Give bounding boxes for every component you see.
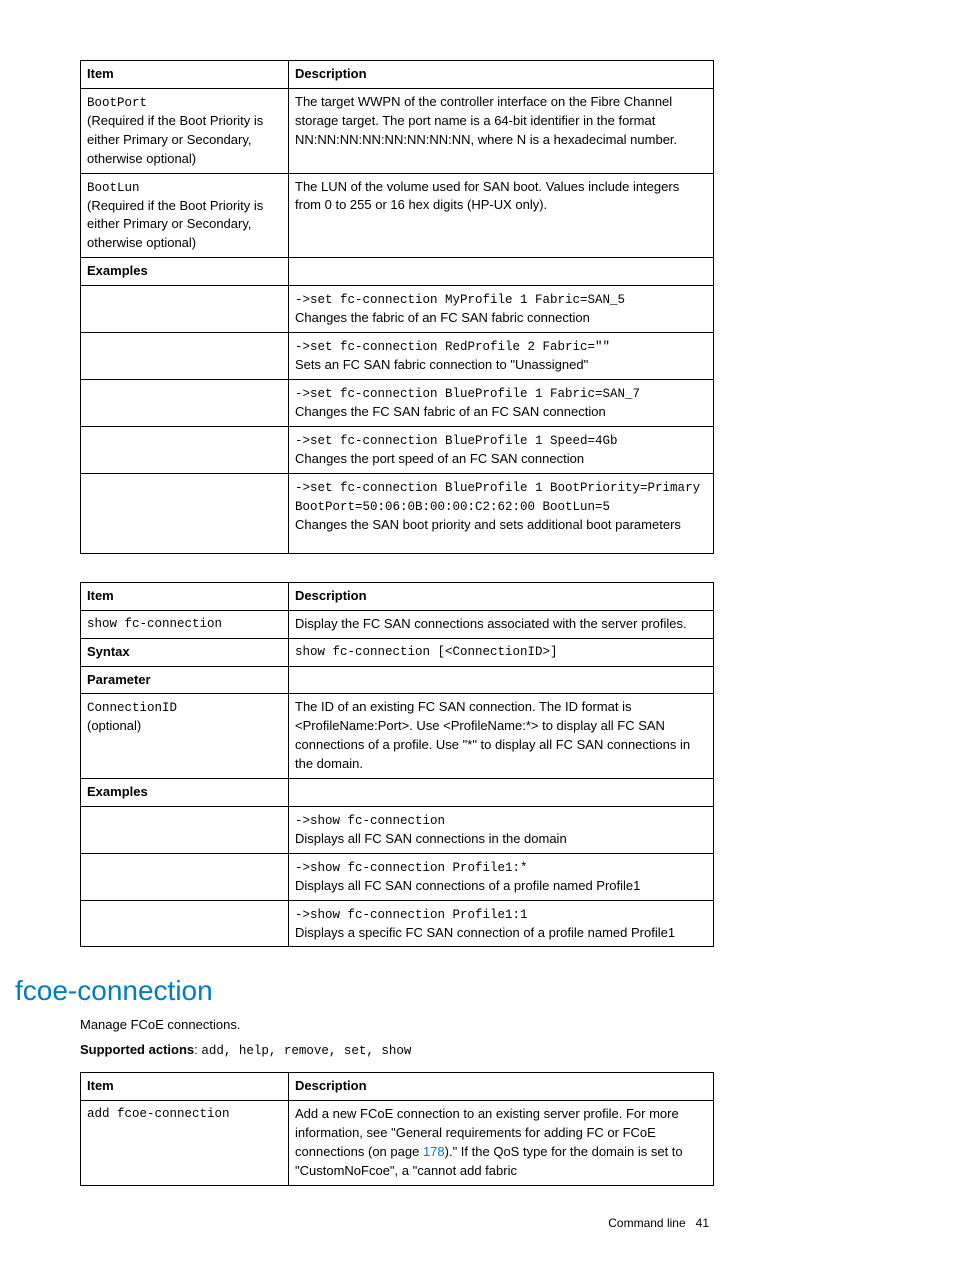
parameter-header-row: Parameter <box>81 666 714 694</box>
item-mono: BootPort <box>87 96 147 110</box>
example-cell: ->show fc-connection Displays all FC SAN… <box>289 806 714 853</box>
example-cmd: ->show fc-connection Profile1:* <box>295 861 528 875</box>
syntax-value: show fc-connection [<ConnectionID>] <box>289 638 714 666</box>
item-mono: BootLun <box>87 181 140 195</box>
empty-cell <box>81 853 289 900</box>
syntax-label: Syntax <box>81 638 289 666</box>
syntax-row: Syntax show fc-connection [<ConnectionID… <box>81 638 714 666</box>
example-cell: ->set fc-connection MyProfile 1 Fabric=S… <box>289 286 714 333</box>
example-cmd: ->set fc-connection RedProfile 2 Fabric=… <box>295 340 610 354</box>
table-set-fc-connection: Item Description BootPort (Required if t… <box>80 60 714 554</box>
example-text: Displays a specific FC SAN connection of… <box>295 925 675 940</box>
example-cell: ->set fc-connection RedProfile 2 Fabric=… <box>289 332 714 379</box>
empty-cell <box>81 900 289 947</box>
table3-header-desc: Description <box>289 1073 714 1101</box>
examples-label: Examples <box>81 258 289 286</box>
example-text: Sets an FC SAN fabric connection to "Una… <box>295 357 588 372</box>
table-row: ConnectionID (optional) The ID of an exi… <box>81 694 714 778</box>
table-row: show fc-connection Display the FC SAN co… <box>81 610 714 638</box>
example-cmd: ->set fc-connection BlueProfile 1 Speed=… <box>295 434 618 448</box>
example-cmd: ->set fc-connection BlueProfile 1 BootPr… <box>295 481 700 514</box>
item-cell: BootPort (Required if the Boot Priority … <box>81 88 289 173</box>
example-cmd: ->show fc-connection Profile1:1 <box>295 908 528 922</box>
empty-cell <box>81 806 289 853</box>
desc-cell: The ID of an existing FC SAN connection.… <box>289 694 714 778</box>
example-row: ->set fc-connection BlueProfile 1 BootPr… <box>81 473 714 553</box>
example-text: Changes the SAN boot priority and sets a… <box>295 517 681 532</box>
desc-cell: Add a new FCoE connection to an existing… <box>289 1101 714 1185</box>
example-text: Displays all FC SAN connections of a pro… <box>295 878 640 893</box>
examples-label: Examples <box>81 778 289 806</box>
section-title: fcoe-connection <box>15 975 714 1007</box>
example-text: Displays all FC SAN connections in the d… <box>295 831 567 846</box>
table1-header-desc: Description <box>289 61 714 89</box>
desc-cell: Display the FC SAN connections associate… <box>289 610 714 638</box>
item-mono: show fc-connection <box>81 610 289 638</box>
actions-label: Supported actions <box>80 1042 194 1057</box>
empty-cell <box>289 258 714 286</box>
section-desc: Manage FCoE connections. <box>80 1017 714 1032</box>
empty-cell <box>289 666 714 694</box>
examples-header-row: Examples <box>81 258 714 286</box>
item-plain: (optional) <box>87 718 141 733</box>
footer-page: 41 <box>696 1216 709 1230</box>
example-row: ->show fc-connection Profile1:* Displays… <box>81 853 714 900</box>
example-cell: ->show fc-connection Profile1:* Displays… <box>289 853 714 900</box>
table-row: BootLun (Required if the Boot Priority i… <box>81 173 714 258</box>
example-cmd: ->set fc-connection BlueProfile 1 Fabric… <box>295 387 640 401</box>
parameter-label: Parameter <box>81 666 289 694</box>
item-plain: (Required if the Boot Priority is either… <box>87 198 263 251</box>
page-link[interactable]: 178 <box>423 1144 445 1159</box>
table-row: BootPort (Required if the Boot Priority … <box>81 88 714 173</box>
actions-value: add, help, remove, set, show <box>201 1044 411 1058</box>
empty-cell <box>81 332 289 379</box>
supported-actions: Supported actions: add, help, remove, se… <box>80 1042 714 1058</box>
footer-label: Command line <box>608 1216 685 1230</box>
empty-cell <box>81 426 289 473</box>
example-text: Changes the FC SAN fabric of an FC SAN c… <box>295 404 606 419</box>
example-text: Changes the port speed of an FC SAN conn… <box>295 451 584 466</box>
empty-cell <box>289 778 714 806</box>
item-mono: add fcoe-connection <box>81 1101 289 1185</box>
example-row: ->set fc-connection RedProfile 2 Fabric=… <box>81 332 714 379</box>
example-row: ->show fc-connection Profile1:1 Displays… <box>81 900 714 947</box>
desc-cell: The target WWPN of the controller interf… <box>289 88 714 173</box>
example-cell: ->set fc-connection BlueProfile 1 Fabric… <box>289 379 714 426</box>
empty-cell <box>81 379 289 426</box>
table2-header-desc: Description <box>289 582 714 610</box>
example-cmd: ->set fc-connection MyProfile 1 Fabric=S… <box>295 293 625 307</box>
example-row: ->set fc-connection BlueProfile 1 Fabric… <box>81 379 714 426</box>
example-row: ->show fc-connection Displays all FC SAN… <box>81 806 714 853</box>
empty-cell <box>81 286 289 333</box>
item-cell: ConnectionID (optional) <box>81 694 289 778</box>
example-row: ->set fc-connection MyProfile 1 Fabric=S… <box>81 286 714 333</box>
item-mono: ConnectionID <box>87 701 177 715</box>
table2-header-item: Item <box>81 582 289 610</box>
table-show-fc-connection: Item Description show fc-connection Disp… <box>80 582 714 948</box>
page-footer: Command line 41 <box>80 1216 714 1230</box>
table3-header-item: Item <box>81 1073 289 1101</box>
example-cell: ->set fc-connection BlueProfile 1 Speed=… <box>289 426 714 473</box>
empty-cell <box>81 473 289 553</box>
example-cell: ->show fc-connection Profile1:1 Displays… <box>289 900 714 947</box>
example-cell: ->set fc-connection BlueProfile 1 BootPr… <box>289 473 714 553</box>
examples-header-row: Examples <box>81 778 714 806</box>
item-plain: (Required if the Boot Priority is either… <box>87 113 263 166</box>
item-cell: BootLun (Required if the Boot Priority i… <box>81 173 289 258</box>
table1-header-item: Item <box>81 61 289 89</box>
example-cmd: ->show fc-connection <box>295 814 445 828</box>
desc-cell: The LUN of the volume used for SAN boot.… <box>289 173 714 258</box>
example-text: Changes the fabric of an FC SAN fabric c… <box>295 310 590 325</box>
table-row: add fcoe-connection Add a new FCoE conne… <box>81 1101 714 1185</box>
table-add-fcoe-connection: Item Description add fcoe-connection Add… <box>80 1072 714 1185</box>
example-row: ->set fc-connection BlueProfile 1 Speed=… <box>81 426 714 473</box>
